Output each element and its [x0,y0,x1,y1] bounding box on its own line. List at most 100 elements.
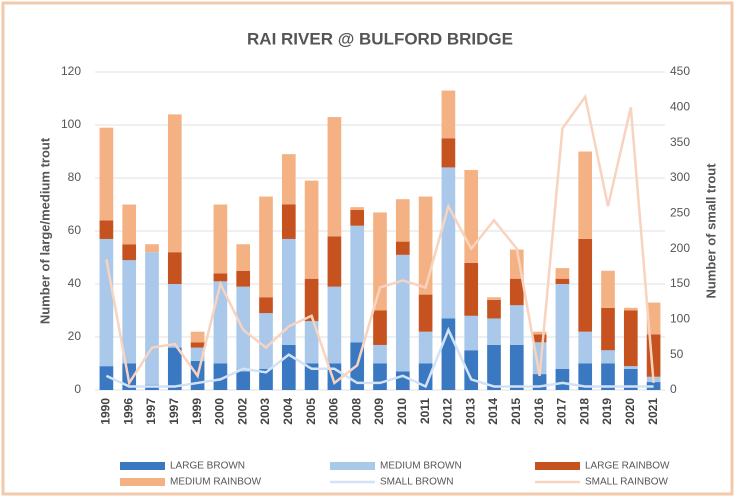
bar-segment [418,331,433,364]
bar-segment [213,273,228,282]
legend-label: LARGE BROWN [170,461,245,472]
bar-segment [304,180,319,279]
bar-segment [373,344,387,364]
bar-segment [213,204,228,274]
bar-segment [441,90,456,139]
bar-segment [487,344,501,390]
bar-segment [373,363,387,390]
bar-segment [601,363,615,390]
x-tick-label: 2020 [623,398,637,425]
x-tick-label: 2014 [486,398,500,425]
bar-segment [487,299,501,319]
legend-label: LARGE RAINBOW [585,461,670,472]
legend-swatch [120,478,165,486]
bar-segment [167,252,182,284]
bar-segment [646,302,661,335]
bar-segment [373,212,387,311]
bar-segment [99,127,114,221]
y-tick-label: 120 [61,64,81,78]
x-tick-label: 2018 [577,398,591,425]
y-tick-label: 80 [68,170,82,184]
line-series [105,93,655,387]
bar-segment [327,117,342,237]
bar-segment [509,305,524,345]
legend-swatch [330,462,375,470]
bar-segment [555,278,570,284]
bar-segment [350,207,365,210]
y2-tick-label: 100 [670,312,690,326]
bar-segment [532,331,547,335]
x-tick-label: 2021 [646,398,660,425]
bar-segment [578,363,593,390]
x-tick-label: 2012 [441,398,455,425]
x-tick-label: 2008 [349,398,363,425]
y2-tick-label: 200 [670,241,690,255]
y-tick-label: 20 [68,329,82,343]
legend-label: SMALL BROWN [380,477,454,488]
bar-segment [395,199,410,242]
x-tick-label: 2003 [258,398,272,425]
bar-segment [623,368,638,390]
legend-swatch [535,462,580,470]
bar-segment [327,236,342,287]
bar-segment [167,284,182,348]
x-tick-label: 2004 [281,398,295,425]
bar-segment [395,371,410,390]
bar-segment [167,114,182,253]
bar-segment [623,366,638,369]
x-tick-label: 1996 [121,398,135,425]
y2-tick-label: 0 [670,382,677,396]
bar-segment [578,151,593,239]
x-tick-label: 2011 [418,398,432,424]
x-tick-label: 2016 [532,398,546,425]
x-tick-label: 2005 [304,398,318,425]
bar-segment [281,344,296,390]
x-tick-label: 2006 [327,398,341,425]
bar-segment [167,347,182,390]
x-tick-label: 2019 [600,398,614,425]
bar-segment [578,331,593,364]
bar-segment [190,331,205,343]
x-tick-label: 2000 [213,398,227,425]
y-axis-title: Number of large/medium trout [37,137,52,324]
y-tick-label: 40 [68,276,82,290]
bar-segment [281,238,296,345]
bar-segment [509,278,524,306]
bar-segment [190,342,205,348]
bar-segment [259,297,273,314]
x-tick-label: 2017 [555,398,569,425]
bar-segment [99,238,114,367]
line-series [105,326,654,389]
bar-segment [99,366,114,390]
bar-segment [418,294,433,332]
legend-swatch [120,462,165,470]
legend-label: SMALL RAINBOW [585,477,669,488]
bar-segment [122,244,137,261]
x-tick-label: 1999 [190,398,204,425]
y2-tick-label: 50 [670,347,684,361]
bar-segment [213,363,228,390]
y2-axis-title: Number of small trout [703,163,718,299]
bar-segment [350,209,365,226]
bar-segment [555,284,570,369]
y-tick-label: 100 [61,117,81,131]
bar-segment [441,138,456,168]
x-tick-label: 1997 [167,398,181,425]
bar-segment [145,244,159,253]
bar-segment [304,321,319,364]
chart-title: RAI RIVER @ BULFORD BRIDGE [247,29,513,48]
bar-segment [373,310,387,345]
bar-segment [304,363,319,390]
bar-segment [464,262,479,316]
y2-tick-label: 400 [670,100,690,114]
bar-segment [601,270,615,308]
y-tick-label: 60 [68,223,82,237]
x-tick-label: 2010 [395,398,409,425]
bar-segment [418,363,433,390]
x-tick-label: 2002 [235,398,249,425]
x-tick-label: 2015 [509,398,523,425]
bar-segment [304,278,319,322]
y2-tick-label: 450 [670,64,690,78]
bar-segment [350,225,365,343]
